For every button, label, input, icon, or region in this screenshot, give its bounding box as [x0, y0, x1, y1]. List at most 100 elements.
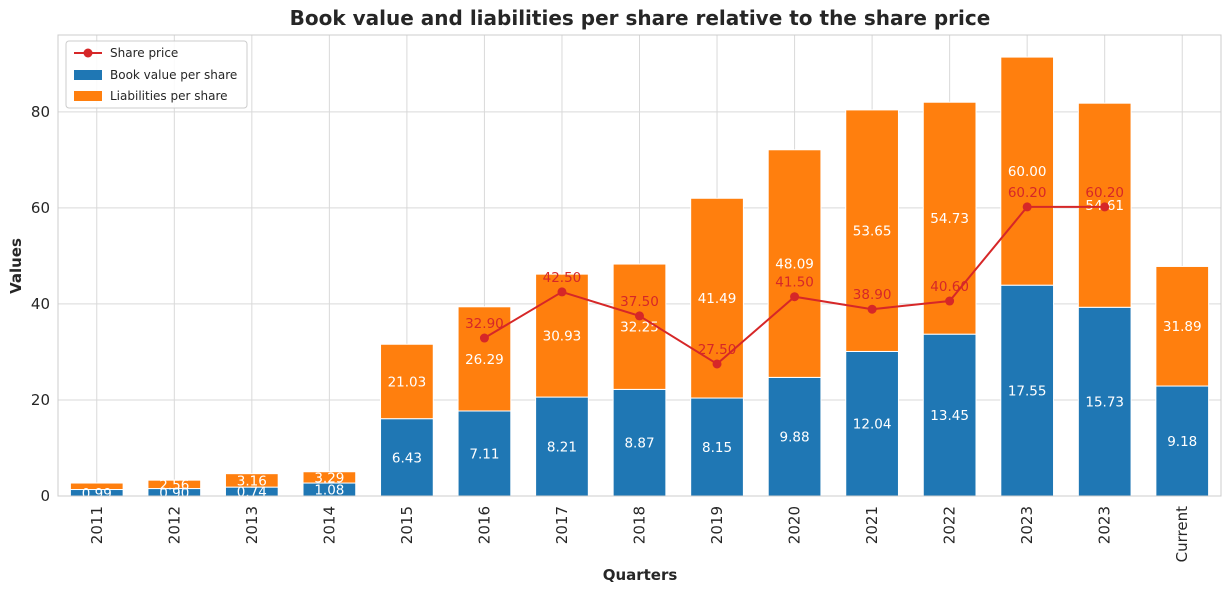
share-price-label: 37.50 — [620, 294, 659, 310]
bar-label-book-value: 6.43 — [392, 450, 422, 466]
x-tick-label: 2015 — [398, 506, 416, 544]
x-tick-label: 2012 — [165, 506, 183, 544]
bar-label-liabilities: 32.25 — [620, 320, 659, 336]
share-price-label: 60.20 — [1008, 185, 1047, 201]
bar-label-book-value: 0.90 — [159, 485, 189, 501]
legend-label-share-price: Share price — [110, 46, 178, 60]
bar-label-liabilities: 48.09 — [775, 257, 814, 273]
share-price-point — [945, 296, 955, 306]
bar-label-book-value: 0.99 — [82, 486, 112, 502]
bar-label-book-value: 8.15 — [702, 440, 732, 456]
y-tick-label: 20 — [31, 391, 50, 409]
plot-frame — [57, 34, 1222, 497]
y-tick-labels: 0 20 40 60 80 — [31, 103, 50, 505]
bar-label-liabilities: 3.29 — [314, 470, 344, 486]
bar-book-value — [380, 418, 434, 497]
legend-label-book-value: Book value per share — [110, 68, 237, 82]
x-tick-label: 2023 — [1096, 506, 1114, 544]
x-tick-label: Current — [1173, 506, 1191, 562]
x-tick-label: 2020 — [786, 506, 804, 544]
share-price-label: 27.50 — [698, 342, 737, 358]
x-tick-label: 2011 — [88, 506, 106, 544]
share-price-point — [635, 311, 644, 321]
bar-label-book-value: 9.88 — [780, 430, 810, 446]
share-price-point — [790, 292, 800, 302]
share-price-label: 42.50 — [543, 270, 582, 286]
chart-title: Book value and liabilities per share rel… — [290, 6, 991, 30]
y-tick-label: 0 — [40, 487, 50, 505]
share-price-label: 60.20 — [1085, 185, 1124, 201]
bar-book-value — [457, 410, 512, 497]
bars — [69, 56, 1210, 497]
share-price-point — [479, 333, 489, 343]
bar-label-liabilities: 41.49 — [698, 291, 737, 307]
bar-liabilities — [1000, 56, 1055, 286]
bar-label-book-value: 7.11 — [469, 447, 499, 463]
bar-label-book-value: 15.73 — [1085, 395, 1124, 411]
x-tick-label: 2014 — [320, 506, 338, 544]
bar-book-value — [612, 388, 667, 497]
legend-marker-share-price — [83, 48, 93, 58]
bar-label-book-value: 13.45 — [930, 408, 969, 424]
bar-label-liabilities: 60.00 — [1008, 164, 1047, 180]
bar-label-book-value: 17.55 — [1008, 384, 1047, 400]
bar-liabilities — [380, 343, 434, 420]
bar-liabilities — [457, 306, 512, 412]
x-tick-label: 2018 — [631, 506, 649, 544]
bar-label-book-value: 8.21 — [547, 440, 577, 456]
bar-book-value — [535, 396, 589, 497]
bar-liabilities — [1155, 265, 1210, 387]
bar-liabilities — [69, 482, 124, 491]
x-tick-label: 2022 — [941, 506, 959, 544]
x-tick-label: 2016 — [475, 506, 493, 544]
share-price-label: 32.90 — [465, 316, 504, 332]
bar-labels: 0.99 0.902.56 0.743.16 1.083.29 6.43 21.03 7.1… — [82, 164, 1202, 502]
bar-label-book-value: 1.08 — [314, 483, 344, 499]
bar-label-book-value: 9.18 — [1167, 434, 1197, 450]
bar-book-value — [1077, 306, 1132, 497]
bar-liabilities — [224, 473, 279, 488]
x-tick-label: 2013 — [243, 506, 261, 544]
y-tick-label: 40 — [31, 295, 50, 313]
share-price-point — [557, 287, 567, 297]
bar-label-liabilities: 21.03 — [388, 374, 427, 390]
share-price-point — [867, 304, 877, 314]
bar-liabilities — [922, 101, 977, 335]
share-price-line: 32.90 42.50 37.50 27.50 41.50 38.90 40.60 60.20… — [465, 185, 1124, 369]
bar-book-value — [1155, 385, 1210, 497]
share-price-label: 38.90 — [853, 287, 892, 303]
y-axis-label: Values — [7, 238, 25, 294]
bar-label-book-value: 0.74 — [237, 485, 267, 501]
bar-book-value — [922, 333, 977, 497]
share-price-point — [712, 359, 722, 369]
bar-label-liabilities: 30.93 — [543, 329, 582, 345]
y-tick-label: 60 — [31, 199, 50, 217]
x-tick-label: 2019 — [708, 506, 726, 544]
x-tick-label: 2023 — [1018, 506, 1036, 544]
share-price-label: 41.50 — [775, 275, 814, 291]
x-axis-label: Quarters — [603, 566, 678, 584]
bar-label-book-value: 8.87 — [624, 436, 654, 452]
bar-liabilities — [767, 149, 822, 378]
legend-label-liabilities: Liabilities per share — [110, 89, 228, 103]
bar-liabilities — [302, 471, 357, 484]
bar-label-liabilities: 26.29 — [465, 352, 504, 368]
legend-swatch-book-value — [74, 70, 102, 80]
bar-label-liabilities: 2.56 — [159, 477, 189, 493]
x-tick-label: 2017 — [553, 506, 571, 544]
bar-label-liabilities: 54.73 — [930, 211, 969, 227]
x-tick-label: 2021 — [863, 506, 881, 544]
share-price-point — [1022, 202, 1032, 212]
bar-label-liabilities: 3.16 — [237, 473, 267, 489]
legend-swatch-liabilities — [74, 91, 102, 101]
bar-label-book-value: 12.04 — [853, 417, 892, 433]
bar-label-liabilities: 31.89 — [1163, 319, 1202, 335]
share-price-label: 40.60 — [930, 279, 969, 295]
legend: Share price Book value per share Liabiliti… — [65, 40, 248, 109]
legend-box — [65, 40, 248, 109]
bar-label-liabilities: 53.65 — [853, 224, 892, 240]
share-price-point — [1100, 202, 1110, 212]
bar-liabilities — [147, 479, 202, 490]
x-tick-labels: 2011 2012 2013 2014 2015 2016 2017 2018 2019 2020… — [88, 506, 1191, 562]
